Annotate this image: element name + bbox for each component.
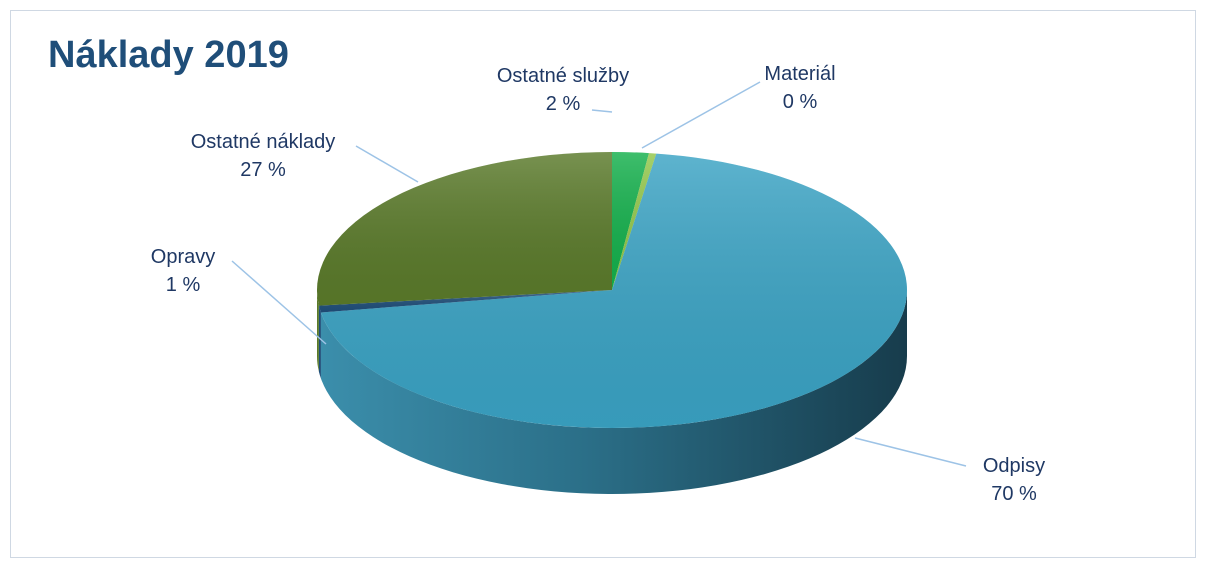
slice-label-value: 1 % <box>166 274 201 296</box>
leader-line-ostatne-naklady <box>355 145 419 183</box>
pie-slice-shade <box>318 290 612 313</box>
slice-label-value: 27 % <box>240 159 286 181</box>
slice-label-name: Ostatné náklady <box>191 131 336 153</box>
pie-side-odpisy <box>320 290 908 494</box>
slice-label-value: 2 % <box>546 93 581 115</box>
pie-slice-shade <box>612 153 657 290</box>
slice-label-value: 0 % <box>783 91 818 113</box>
leader-line-odpisy <box>854 437 967 467</box>
leader-line-ostatne-sluzby <box>591 109 613 113</box>
pie-slice-shade <box>320 153 908 429</box>
leader-line-material <box>641 81 761 149</box>
pie-side-ostatne-naklady <box>317 290 319 372</box>
pie-slice-shade <box>317 152 612 306</box>
slice-label-value: 70 % <box>991 483 1037 505</box>
slice-label-name: Opravy <box>151 246 215 268</box>
slice-label-name: Materiál <box>764 63 835 85</box>
pie-slice-shade <box>612 152 649 290</box>
pie-side-opravy <box>318 305 321 379</box>
slice-label-name: Ostatné služby <box>497 65 629 87</box>
chart-title: Náklady 2019 <box>48 34 289 76</box>
slice-label-name: Odpisy <box>983 455 1045 477</box>
leader-line-opravy <box>231 260 327 345</box>
